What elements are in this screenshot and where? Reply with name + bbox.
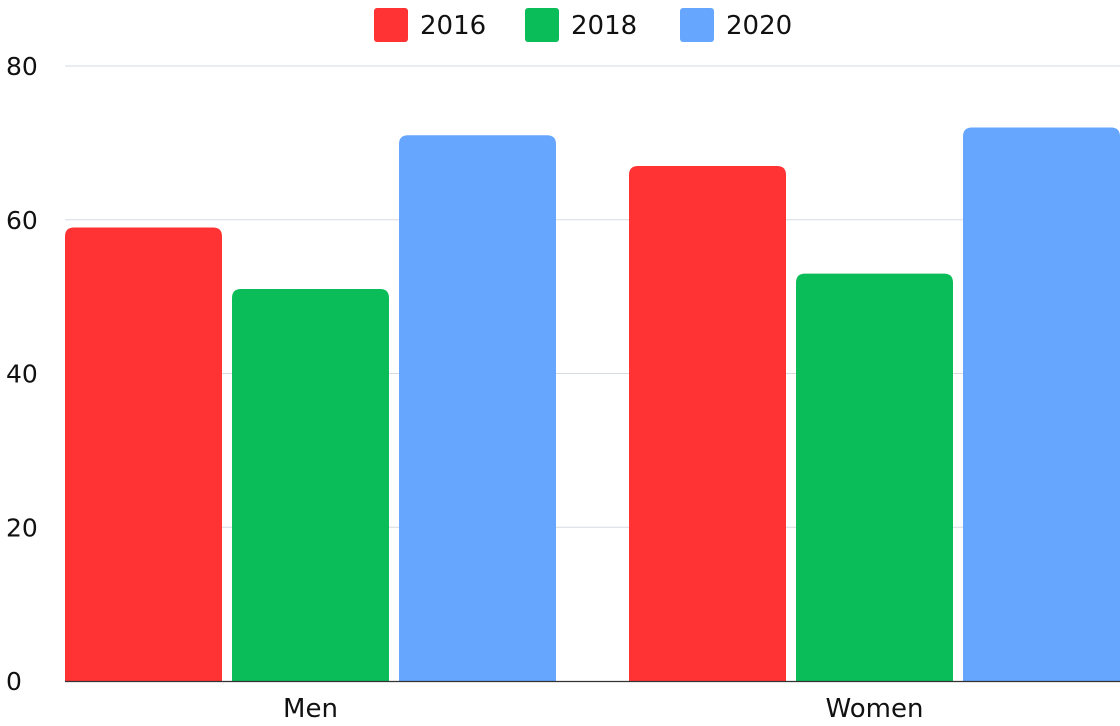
x-tick-label: Women [826, 694, 924, 724]
legend-swatch-2016 [374, 8, 408, 42]
y-tick-label: 80 [6, 52, 38, 81]
bar-men-2018 [232, 288, 389, 681]
bar-women-2018 [796, 273, 953, 681]
y-tick-label: 0 [6, 667, 22, 696]
legend-label-2020: 2020 [726, 11, 792, 41]
y-tick-label: 20 [6, 513, 38, 542]
bars [65, 127, 1120, 681]
bar-men-2020 [399, 135, 556, 681]
x-tick-label: Men [283, 694, 338, 724]
bar-women-2016 [629, 165, 786, 681]
legend: 2016 2018 2020 [374, 8, 792, 42]
grid-lines [65, 65, 1120, 528]
legend-label-2018: 2018 [571, 11, 637, 41]
x-axis: Men Women [65, 680, 1120, 724]
bar-men-2016 [65, 227, 222, 681]
y-tick-label: 60 [6, 206, 38, 235]
legend-swatch-2018 [525, 8, 559, 42]
bar-women-2020 [963, 127, 1120, 681]
legend-label-2016: 2016 [420, 11, 486, 41]
legend-swatch-2020 [680, 8, 714, 42]
y-tick-label: 40 [6, 360, 38, 389]
y-axis-ticks: 0 20 40 60 80 [6, 52, 38, 696]
